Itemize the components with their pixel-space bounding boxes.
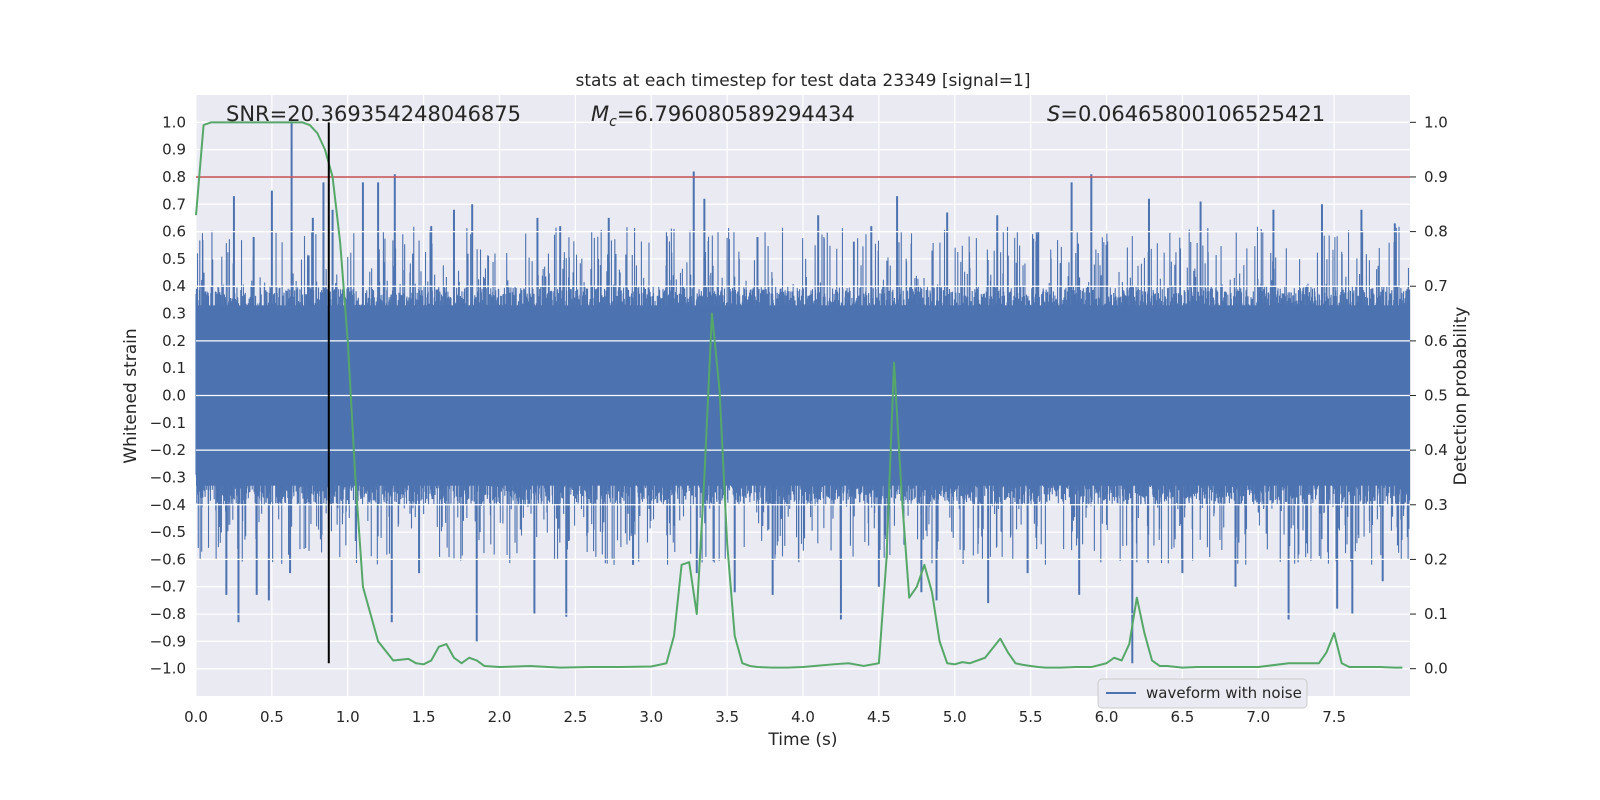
- x-tick-label: 0.0: [184, 708, 208, 726]
- y2-tick-label: 0.2: [1424, 550, 1448, 568]
- y-tick-label: 0.7: [162, 195, 186, 213]
- s-value: =0.06465800106525421: [1060, 102, 1325, 126]
- chirp-mass-annotation: Mc=6.796080589294434: [591, 102, 855, 130]
- x-tick-label: 1.0: [336, 708, 360, 726]
- legend: waveform with noise: [1097, 678, 1308, 709]
- chart-title: stats at each timestep for test data 233…: [576, 71, 1031, 91]
- s-annotation: S=0.06465800106525421: [1047, 102, 1325, 126]
- y2-tick-label: 0.3: [1424, 496, 1448, 514]
- legend-label-waveform: waveform with noise: [1146, 684, 1302, 702]
- x-tick-label: 0.5: [260, 708, 284, 726]
- x-tick-label: 2.5: [563, 708, 587, 726]
- y2-tick-labels: 1.0 0.9 0.8 0.7 0.6 0.5 0.4 0.3 0.2 0.1 0.0: [1410, 113, 1448, 678]
- y-tick-label: 0.3: [162, 305, 186, 323]
- x-tick-label: 4.5: [867, 708, 891, 726]
- x-tick-label: 2.0: [488, 708, 512, 726]
- y-tick-label: 0.6: [162, 223, 186, 241]
- y-tick-labels: 1.0 0.9 0.8 0.7 0.6 0.5 0.4 0.3 0.2 0.1 0.0 −0.1 −0.…: [150, 113, 186, 677]
- chirp-mass-symbol: M: [591, 102, 609, 126]
- x-tick-labels: 0.0 0.5 1.0 1.5 2.0 2.5 3.0 3.5 4.0 4.5 5.0 5.5 6.0 6…: [184, 708, 1346, 726]
- chirp-mass-subscript: c: [609, 114, 617, 130]
- x-axis-label: Time (s): [767, 730, 837, 750]
- y-tick-label: −1.0: [150, 660, 186, 678]
- y2-tick-label: 0.5: [1424, 387, 1448, 405]
- probability-series: [195, 121, 1403, 669]
- y-tick-label: −0.8: [150, 605, 186, 623]
- y-tick-label: 0.8: [162, 168, 186, 186]
- detection-probability-line: [195, 121, 1403, 669]
- y2-axis-label: Detection probability: [1451, 307, 1471, 486]
- chirp-mass-value: =6.796080589294434: [617, 102, 855, 126]
- x-tick-label: 5.0: [943, 708, 967, 726]
- legend-box: [1097, 678, 1308, 709]
- y-tick-label: 0.2: [162, 332, 186, 350]
- y-tick-label: −0.3: [150, 468, 186, 486]
- y2-tick-label: 0.7: [1424, 277, 1448, 295]
- x-tick-label: 3.5: [715, 708, 739, 726]
- x-tick-label: 5.5: [1019, 708, 1043, 726]
- snr-annotation: SNR=20.369354248046875: [226, 102, 521, 126]
- y-tick-label: 0.9: [162, 141, 186, 159]
- y2-tick-label: 0.8: [1424, 223, 1448, 241]
- y-tick-label: −0.6: [150, 550, 186, 568]
- y-tick-label: 0.1: [162, 359, 186, 377]
- y-tick-label: −0.9: [150, 632, 186, 650]
- y2-tick-label: 0.9: [1424, 168, 1448, 186]
- x-tick-label: 7.5: [1322, 708, 1346, 726]
- y-tick-label: −0.4: [150, 496, 186, 514]
- y-tick-label: 1.0: [162, 113, 186, 131]
- x-tick-label: 6.0: [1095, 708, 1119, 726]
- y-tick-label: 0.0: [162, 387, 186, 405]
- y2-tick-label: 0.1: [1424, 605, 1448, 623]
- x-tick-label: 4.0: [791, 708, 815, 726]
- x-tick-label: 7.0: [1246, 708, 1270, 726]
- y-tick-label: −0.5: [150, 523, 186, 541]
- y-tick-label: −0.1: [150, 414, 186, 432]
- x-tick-label: 6.5: [1170, 708, 1194, 726]
- s-symbol: S: [1047, 102, 1060, 126]
- y2-tick-label: 1.0: [1424, 113, 1448, 131]
- y-tick-label: −0.2: [150, 441, 186, 459]
- x-tick-label: 1.5: [412, 708, 436, 726]
- y2-tick-label: 0.0: [1424, 660, 1448, 678]
- y2-tick-label: 0.4: [1424, 441, 1448, 459]
- y-tick-label: 0.4: [162, 277, 186, 295]
- x-tick-label: 3.0: [639, 708, 663, 726]
- y-axis-label: Whitened strain: [121, 328, 141, 463]
- y-tick-label: −0.7: [150, 578, 186, 596]
- y2-tick-label: 0.6: [1424, 332, 1448, 350]
- y-tick-label: 0.5: [162, 250, 186, 268]
